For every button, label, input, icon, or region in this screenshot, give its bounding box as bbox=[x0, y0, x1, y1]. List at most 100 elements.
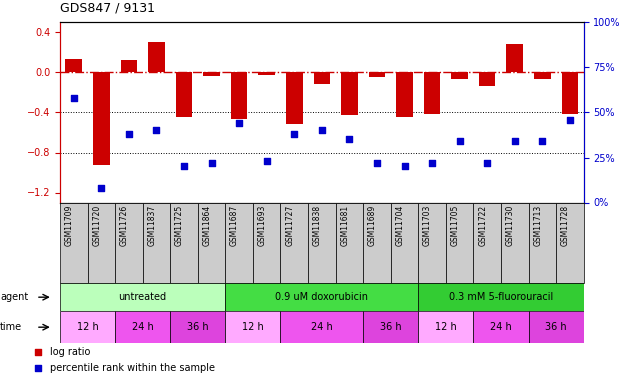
Point bbox=[565, 117, 575, 123]
Text: GSM11689: GSM11689 bbox=[368, 205, 377, 246]
Bar bbox=[93, 72, 110, 165]
Bar bbox=[424, 72, 440, 114]
Text: GSM11693: GSM11693 bbox=[257, 205, 267, 246]
Bar bbox=[451, 72, 468, 80]
Text: 12 h: 12 h bbox=[76, 322, 98, 332]
Text: GSM11838: GSM11838 bbox=[313, 205, 322, 246]
Bar bbox=[473, 311, 529, 343]
Text: 12 h: 12 h bbox=[242, 322, 264, 332]
Text: GSM11728: GSM11728 bbox=[561, 205, 570, 246]
Point bbox=[537, 138, 547, 144]
Bar bbox=[336, 202, 363, 283]
Bar bbox=[148, 42, 165, 72]
Bar bbox=[60, 311, 115, 343]
Text: GSM11727: GSM11727 bbox=[285, 205, 294, 246]
Bar bbox=[115, 202, 143, 283]
Point bbox=[289, 131, 299, 137]
Point bbox=[97, 185, 107, 191]
Point bbox=[33, 365, 43, 371]
Bar bbox=[286, 72, 302, 124]
Bar bbox=[115, 311, 170, 343]
Bar bbox=[60, 283, 225, 311]
Bar bbox=[363, 311, 418, 343]
Bar bbox=[88, 202, 115, 283]
Text: GSM11720: GSM11720 bbox=[92, 205, 102, 246]
Text: GSM11864: GSM11864 bbox=[203, 205, 211, 246]
Text: 36 h: 36 h bbox=[545, 322, 567, 332]
Bar bbox=[225, 311, 280, 343]
Bar bbox=[446, 202, 473, 283]
Bar bbox=[170, 311, 225, 343]
Bar bbox=[225, 283, 418, 311]
Bar bbox=[562, 72, 578, 114]
Text: 36 h: 36 h bbox=[187, 322, 209, 332]
Text: GSM11722: GSM11722 bbox=[478, 205, 487, 246]
Bar bbox=[253, 202, 280, 283]
Point bbox=[151, 128, 162, 134]
Bar bbox=[479, 72, 495, 87]
Text: GSM11687: GSM11687 bbox=[230, 205, 239, 246]
Bar bbox=[66, 60, 82, 72]
Bar bbox=[143, 202, 170, 283]
Text: 36 h: 36 h bbox=[380, 322, 401, 332]
Bar bbox=[231, 72, 247, 120]
Text: GSM11703: GSM11703 bbox=[423, 205, 432, 246]
Text: GSM11704: GSM11704 bbox=[396, 205, 404, 246]
Text: percentile rank within the sample: percentile rank within the sample bbox=[50, 363, 215, 373]
Bar bbox=[175, 72, 192, 117]
Bar bbox=[259, 72, 275, 75]
Text: GSM11705: GSM11705 bbox=[451, 205, 459, 246]
Bar bbox=[534, 72, 551, 80]
Point bbox=[124, 131, 134, 137]
Text: untreated: untreated bbox=[119, 292, 167, 302]
Bar bbox=[60, 202, 88, 283]
Bar bbox=[391, 202, 418, 283]
Point bbox=[262, 158, 272, 164]
Text: GSM11726: GSM11726 bbox=[120, 205, 129, 246]
Text: log ratio: log ratio bbox=[50, 347, 91, 357]
Point bbox=[399, 164, 410, 170]
Text: GSM11730: GSM11730 bbox=[506, 205, 515, 246]
Bar bbox=[369, 72, 385, 78]
Text: 24 h: 24 h bbox=[132, 322, 153, 332]
Text: 0.9 uM doxorubicin: 0.9 uM doxorubicin bbox=[275, 292, 369, 302]
Text: agent: agent bbox=[0, 292, 28, 302]
Point bbox=[482, 160, 492, 166]
Bar bbox=[280, 311, 363, 343]
Bar bbox=[198, 202, 225, 283]
Bar bbox=[363, 202, 391, 283]
Bar bbox=[501, 202, 529, 283]
Text: 12 h: 12 h bbox=[435, 322, 457, 332]
Bar bbox=[121, 60, 137, 72]
Bar bbox=[280, 202, 308, 283]
Point bbox=[372, 160, 382, 166]
Text: time: time bbox=[0, 322, 22, 332]
Text: GSM11681: GSM11681 bbox=[340, 205, 350, 246]
Text: 24 h: 24 h bbox=[490, 322, 512, 332]
Point bbox=[345, 136, 355, 142]
Point bbox=[427, 160, 437, 166]
Text: GSM11713: GSM11713 bbox=[533, 205, 542, 246]
Point bbox=[33, 349, 43, 355]
Text: 0.3 mM 5-fluorouracil: 0.3 mM 5-fluorouracil bbox=[449, 292, 553, 302]
Bar bbox=[396, 72, 413, 117]
Bar bbox=[203, 72, 220, 76]
Text: GSM11837: GSM11837 bbox=[148, 205, 156, 246]
Bar bbox=[418, 202, 446, 283]
Bar bbox=[308, 202, 336, 283]
Text: 24 h: 24 h bbox=[311, 322, 333, 332]
Point bbox=[206, 160, 216, 166]
Text: GSM11709: GSM11709 bbox=[65, 205, 74, 246]
Bar bbox=[556, 202, 584, 283]
Bar bbox=[507, 45, 523, 72]
Bar bbox=[529, 202, 556, 283]
Point bbox=[69, 95, 79, 101]
Bar bbox=[418, 283, 584, 311]
Bar bbox=[341, 72, 358, 116]
Bar bbox=[529, 311, 584, 343]
Bar bbox=[170, 202, 198, 283]
Bar bbox=[418, 311, 473, 343]
Bar bbox=[225, 202, 253, 283]
Point bbox=[510, 138, 520, 144]
Bar bbox=[473, 202, 501, 283]
